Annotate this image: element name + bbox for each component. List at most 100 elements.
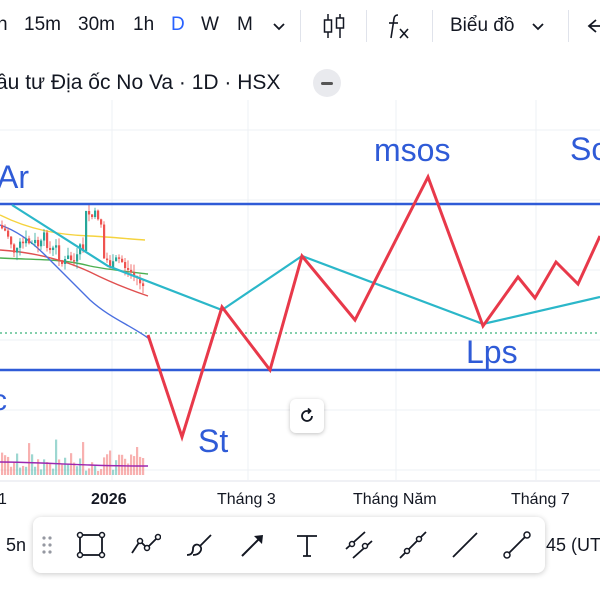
volume-bar [88, 468, 91, 475]
candle [127, 268, 130, 270]
volume-bar [112, 469, 115, 475]
candle [61, 260, 64, 264]
label-c[interactable]: c [0, 384, 7, 417]
bottom-range-label[interactable]: 5n [6, 535, 27, 555]
candle [142, 283, 145, 287]
moving-average-green [0, 257, 149, 275]
candle [118, 257, 121, 259]
rectangle-icon[interactable] [75, 529, 107, 561]
time-axis-label: 1 [0, 491, 7, 508]
volume-moving-average [0, 461, 149, 467]
candle [106, 258, 109, 261]
volume-bar [118, 454, 121, 475]
label-sos[interactable]: So [570, 131, 600, 167]
timeframe-m[interactable]: M [237, 14, 253, 35]
polyline-icon[interactable] [129, 529, 161, 561]
candle [67, 255, 70, 260]
time-axis-label-year: 2026 [91, 491, 127, 508]
chevron-down-icon[interactable] [271, 18, 287, 34]
wyckoff-projection-path[interactable] [146, 173, 600, 442]
candle [25, 238, 28, 244]
symbol-title[interactable]: ầu tư Địa ốc No Va · 1D · HSX [0, 71, 281, 94]
candle [130, 269, 133, 273]
timeframe-d[interactable]: D [171, 14, 185, 35]
volume-bar [130, 454, 133, 475]
candle [28, 238, 31, 244]
price-chart[interactable]: Ar c St msos Lps So 1 2026 Tháng 3 Tháng… [0, 100, 600, 520]
volume-bar [73, 462, 76, 475]
reset-chart-button[interactable] [290, 399, 324, 433]
timeframe-15m[interactable]: 15m [24, 14, 61, 35]
volume-bar [40, 469, 43, 475]
toolbar-divider [432, 10, 433, 42]
candle [112, 261, 115, 268]
candle [91, 214, 94, 217]
timeframe-w[interactable]: W [201, 14, 219, 35]
volume-bar [136, 447, 139, 475]
cyan-trend-line[interactable] [11, 204, 600, 326]
volume-bar [10, 466, 13, 475]
candles-icon[interactable] [322, 12, 346, 40]
volume-bar [46, 462, 49, 475]
volume-bar [124, 458, 127, 475]
trend-line-icon[interactable] [449, 529, 481, 561]
ray-icon[interactable] [397, 529, 429, 561]
label-st[interactable]: St [198, 423, 228, 459]
candle [43, 232, 46, 241]
collapse-legend-button[interactable] [313, 69, 341, 97]
label-lps[interactable]: Lps [466, 334, 518, 370]
text-icon[interactable] [291, 529, 323, 561]
candle [70, 255, 73, 261]
timeframe-h[interactable]: h [0, 14, 8, 35]
candle [46, 232, 49, 248]
candle [13, 244, 16, 253]
indicators-fx-icon[interactable] [386, 12, 412, 40]
candle [4, 228, 7, 231]
candle [22, 241, 25, 244]
candle [7, 230, 10, 237]
chevron-down-icon[interactable] [530, 18, 546, 34]
moving-average-red [0, 249, 149, 297]
arrow-icon[interactable] [237, 529, 269, 561]
moving-average-yellow [0, 214, 146, 241]
extended-line-icon[interactable] [501, 529, 533, 561]
moving-average-blue [0, 224, 149, 339]
undo-icon[interactable] [586, 16, 600, 36]
volume-bar [79, 458, 82, 475]
candle [121, 258, 124, 263]
volume-bar [94, 465, 97, 475]
volume-bar [28, 443, 31, 475]
candle [94, 210, 97, 217]
timeframe-1h[interactable]: 1h [133, 14, 155, 35]
time-axis-label: Tháng 3 [217, 491, 276, 508]
drag-handle-icon[interactable] [39, 529, 55, 561]
brush-icon[interactable] [183, 529, 215, 561]
toolbar-divider [568, 10, 569, 42]
volume-bar [16, 453, 19, 475]
candle [97, 210, 100, 220]
candle [40, 240, 43, 247]
volume-bar [61, 464, 64, 475]
volume-bar [22, 465, 25, 475]
volume-bar [37, 459, 40, 475]
volume-bar [109, 450, 112, 475]
parallel-channel-icon[interactable] [343, 529, 375, 561]
timezone-label[interactable]: 45 (UT [546, 535, 600, 555]
label-ar[interactable]: Ar [0, 159, 29, 195]
volume-bar [100, 469, 103, 475]
volume-bar [97, 470, 100, 475]
drawing-toolbar [33, 517, 545, 573]
candle [82, 244, 85, 252]
timeframe-30m[interactable]: 30m [78, 14, 115, 35]
volume-bar [91, 462, 94, 475]
volume-bar [85, 470, 88, 475]
chart-type-selector[interactable]: Biểu đồ [450, 15, 515, 36]
candle [115, 257, 118, 262]
volume-bar [25, 466, 28, 475]
toolbar-divider [366, 10, 367, 42]
candle [133, 272, 136, 277]
top-toolbar: h 15m 30m 1h D W M Biểu đồ [0, 0, 600, 52]
toolbar-divider [300, 10, 301, 42]
label-msos[interactable]: msos [374, 132, 450, 168]
candle [49, 247, 52, 251]
